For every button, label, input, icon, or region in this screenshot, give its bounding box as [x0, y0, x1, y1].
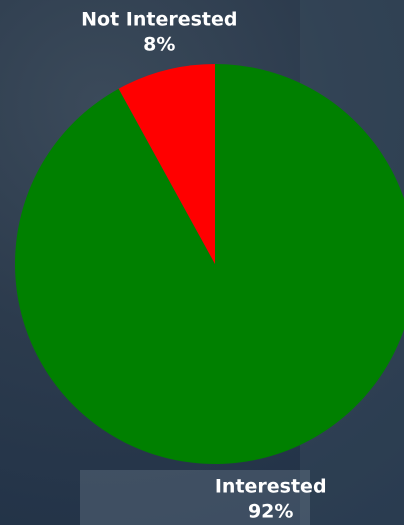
- slice-label: Interested: [215, 475, 327, 497]
- value-label: 8%: [143, 34, 175, 56]
- pie-slice: [118, 64, 215, 264]
- backdrop: [80, 470, 310, 525]
- slice-label: Not Interested: [81, 9, 237, 31]
- pie-slice: [15, 64, 404, 464]
- value-label: 92%: [248, 500, 293, 522]
